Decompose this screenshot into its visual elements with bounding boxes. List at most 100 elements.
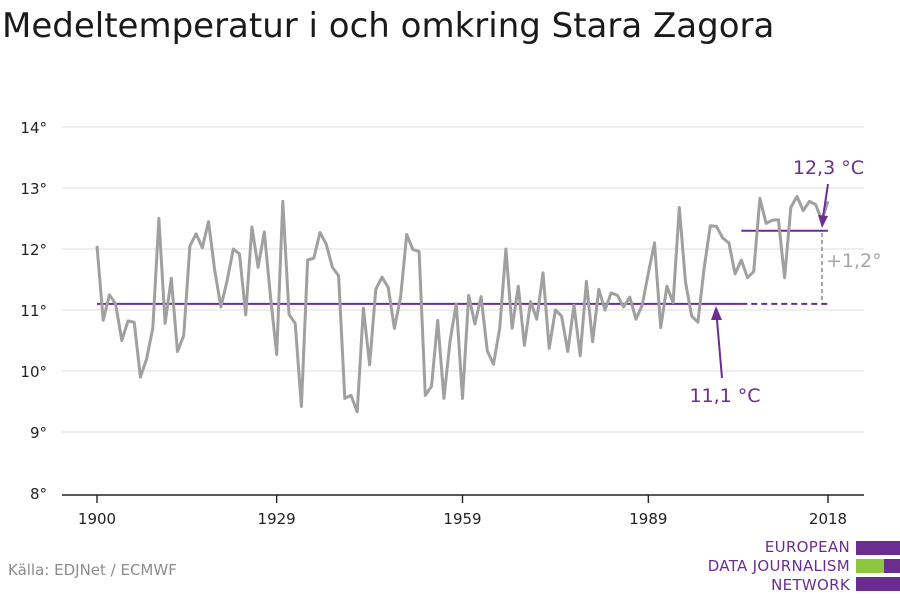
data-point xyxy=(591,341,593,343)
data-point xyxy=(827,200,829,202)
data-point xyxy=(362,307,364,309)
data-point xyxy=(424,394,426,396)
data-point xyxy=(406,233,408,235)
data-point xyxy=(678,206,680,208)
data-point xyxy=(455,303,457,305)
data-point xyxy=(164,322,166,324)
data-point xyxy=(740,259,742,261)
data-point xyxy=(715,225,717,227)
data-point xyxy=(709,225,711,227)
data-point xyxy=(629,296,631,298)
data-point xyxy=(344,397,346,399)
data-point xyxy=(275,353,277,355)
data-point xyxy=(492,363,494,365)
data-point xyxy=(226,280,228,282)
y-tick-label: 9° xyxy=(30,424,47,442)
data-point xyxy=(133,321,135,323)
data-point xyxy=(121,339,123,341)
data-point xyxy=(728,242,730,244)
data-point xyxy=(536,318,538,320)
data-point xyxy=(585,280,587,282)
data-point xyxy=(467,294,469,296)
data-point xyxy=(232,248,234,250)
data-point xyxy=(554,309,556,311)
y-tick-label: 13° xyxy=(20,180,47,198)
data-point xyxy=(176,350,178,352)
y-tick-label: 8° xyxy=(30,485,47,503)
data-point xyxy=(771,219,773,221)
data-point xyxy=(306,259,308,261)
difference-label: +1,2° xyxy=(826,250,882,272)
data-point xyxy=(721,237,723,239)
data-point xyxy=(759,197,761,199)
data-point xyxy=(257,266,259,268)
baseline-avg-arrow xyxy=(716,319,723,379)
logo-line-3: NETWORK xyxy=(771,576,850,594)
data-point xyxy=(313,257,315,259)
data-point xyxy=(220,306,222,308)
series-line xyxy=(95,195,830,414)
data-point xyxy=(802,209,804,211)
data-point xyxy=(461,397,463,399)
data-point xyxy=(195,233,197,235)
data-point xyxy=(337,275,339,277)
data-point xyxy=(387,286,389,288)
data-point xyxy=(102,319,104,321)
data-point xyxy=(529,300,531,302)
data-point xyxy=(399,296,401,298)
data-point xyxy=(294,322,296,324)
data-point xyxy=(808,200,810,202)
data-point xyxy=(684,281,686,283)
data-point xyxy=(734,273,736,275)
data-point xyxy=(616,294,618,296)
data-point xyxy=(560,315,562,317)
data-point xyxy=(765,222,767,224)
data-point xyxy=(486,350,488,352)
logo-line-2: DATA JOURNALISM xyxy=(707,557,850,575)
data-point xyxy=(282,200,284,202)
data-point xyxy=(542,272,544,274)
data-point xyxy=(350,394,352,396)
data-point xyxy=(604,309,606,311)
data-point xyxy=(269,295,271,297)
data-point xyxy=(145,358,147,360)
data-point xyxy=(505,248,507,250)
data-point xyxy=(697,321,699,323)
data-point xyxy=(418,250,420,252)
x-tick-label: 1900 xyxy=(78,510,116,528)
logo-bar-2 xyxy=(856,559,900,573)
baseline-avg-label: 11,1 °C xyxy=(689,385,760,407)
data-point xyxy=(288,313,290,315)
data-point xyxy=(567,350,569,352)
source-credit: Källa: EDJNet / ECMWF xyxy=(8,561,177,579)
y-axis-ticks: 8° 9° 10° 11° 12° 13° 14° xyxy=(20,119,47,503)
average-lines xyxy=(97,229,828,305)
edjnet-logo: EUROPEAN DATA JOURNALISM NETWORK xyxy=(700,538,900,598)
data-point xyxy=(746,276,748,278)
data-point xyxy=(238,253,240,255)
recent-avg-label: 12,3 °C xyxy=(793,157,864,179)
data-point xyxy=(263,231,265,233)
logo-bar-1 xyxy=(856,541,900,555)
data-point xyxy=(251,226,253,228)
x-tick-label: 1989 xyxy=(629,510,667,528)
logo-bar-3 xyxy=(856,577,900,591)
data-point xyxy=(244,314,246,316)
data-point xyxy=(517,285,519,287)
data-point xyxy=(108,294,110,296)
x-tick-label: 2018 xyxy=(809,510,847,528)
data-point xyxy=(598,288,600,290)
data-point xyxy=(189,245,191,247)
y-tick-label: 12° xyxy=(20,241,47,259)
data-point xyxy=(368,364,370,366)
data-point xyxy=(300,405,302,407)
data-point xyxy=(170,277,172,279)
logo-line-1: EUROPEAN xyxy=(764,538,850,556)
x-tick-label: 1929 xyxy=(258,510,296,528)
data-point xyxy=(790,206,792,208)
data-point xyxy=(474,323,476,325)
data-point xyxy=(672,301,674,303)
data-point xyxy=(666,285,668,287)
data-point xyxy=(375,288,377,290)
data-point xyxy=(201,247,203,249)
